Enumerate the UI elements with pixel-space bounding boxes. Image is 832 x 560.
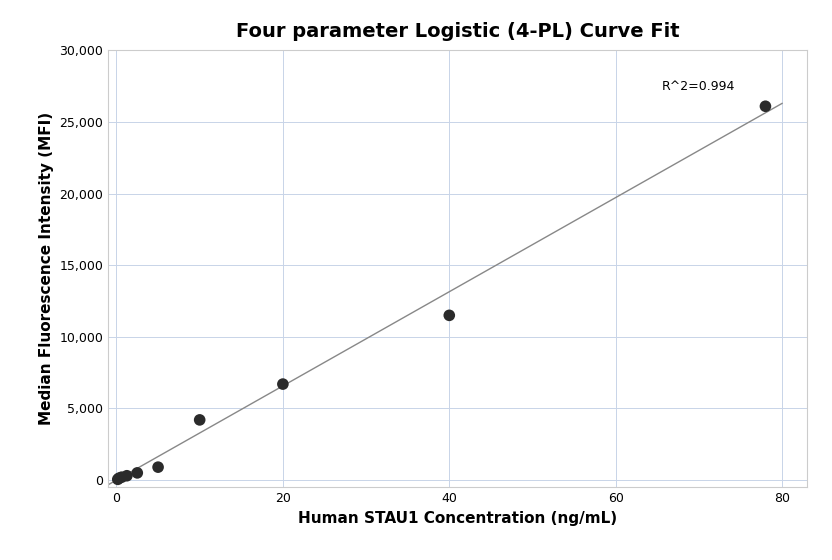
Point xyxy=(193,416,206,424)
Point xyxy=(151,463,165,472)
Point xyxy=(276,380,290,389)
Y-axis label: Median Fluorescence Intensity (MFI): Median Fluorescence Intensity (MFI) xyxy=(39,112,54,426)
Point xyxy=(120,472,133,480)
Point xyxy=(115,473,128,482)
Title: Four parameter Logistic (4-PL) Curve Fit: Four parameter Logistic (4-PL) Curve Fit xyxy=(235,21,680,40)
Text: R^2=0.994: R^2=0.994 xyxy=(661,81,735,94)
Point xyxy=(759,102,772,111)
Point xyxy=(131,468,144,477)
X-axis label: Human STAU1 Concentration (ng/mL): Human STAU1 Concentration (ng/mL) xyxy=(298,511,617,526)
Point xyxy=(443,311,456,320)
Point xyxy=(112,474,126,483)
Point xyxy=(111,475,125,484)
